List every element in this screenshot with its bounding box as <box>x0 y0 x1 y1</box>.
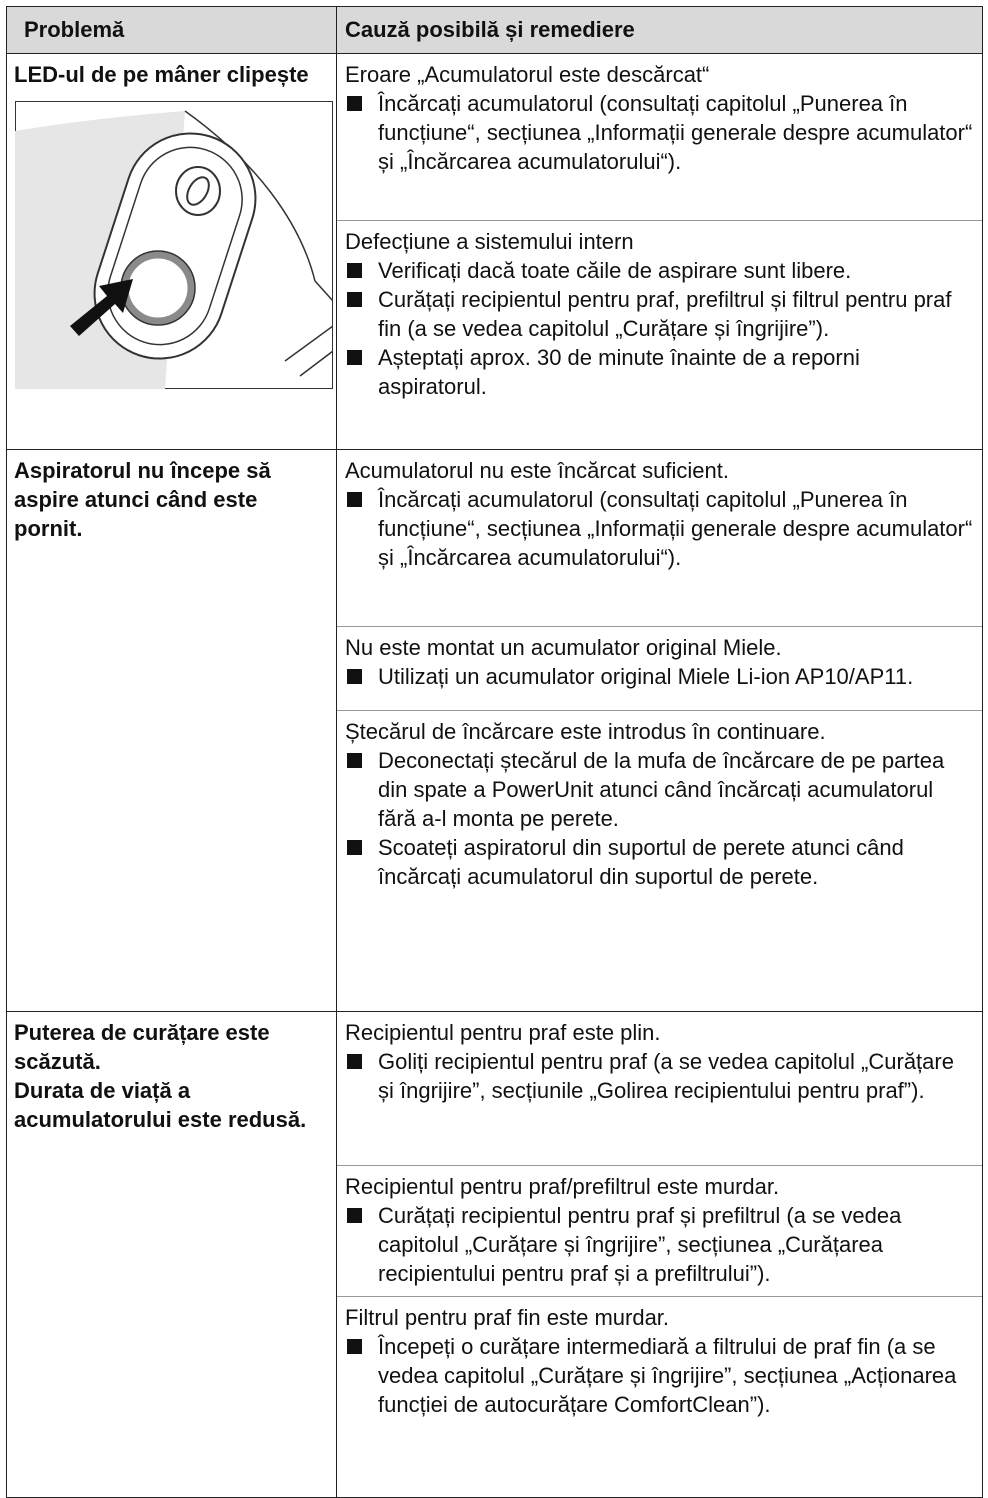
bullet <box>347 263 362 278</box>
lock-slot <box>186 176 210 206</box>
bullet <box>347 753 362 768</box>
bullet <box>347 292 362 307</box>
cause-block: Recipientul pentru praf/prefiltrul este … <box>337 1166 982 1297</box>
lock-button <box>175 166 221 216</box>
cause-title: Recipientul pentru praf este plin. <box>345 1020 661 1045</box>
panel-inner <box>107 146 243 346</box>
handle-detail <box>284 325 333 377</box>
cause-block: Eroare „Acumulatorul este descărcat“ Încă… <box>337 54 982 221</box>
header-row: Problemă Cauză posibilă și remediere <box>7 6 983 54</box>
remedy-text: Începeți o curățare intermediară a filtr… <box>378 1334 957 1417</box>
remedy-step: Scoateți aspiratorul din suportul de per… <box>345 833 974 891</box>
page: Problemă Cauză posibilă și remediere LED… <box>6 6 983 1498</box>
remedy-text: Goliți recipientul pentru praf (a se ved… <box>378 1049 954 1103</box>
cause-block: Acumulatorul nu este încărcat suficient.… <box>337 450 982 627</box>
handle-edge <box>184 110 333 302</box>
remedy-text: Încărcați acumulatorul (consultați capit… <box>378 487 973 570</box>
cause-title: Filtrul pentru praf fin este murdar. <box>345 1305 670 1330</box>
remedy-step: Așteptați aprox. 30 de minute înainte de… <box>345 343 974 401</box>
cause-block: Defecțiune a sistemului intern Verificați… <box>337 221 982 449</box>
cause-block: Nu este montat un acumulator original Mi… <box>337 627 982 711</box>
remedy-step: Deconectați ștecărul de la mufa de încăr… <box>345 746 974 833</box>
table-row: LED-ul de pe mâner clipește Eroare „Acum… <box>7 54 983 450</box>
cause-cell: Recipientul pentru praf este plin. Goliți… <box>337 1012 983 1497</box>
remedy-step: Încărcați acumulatorul (consultați capit… <box>345 89 974 176</box>
led-ring <box>121 251 195 325</box>
bullet <box>347 1339 362 1354</box>
bullet <box>347 492 362 507</box>
cause-title: Ștecărul de încărcare este introdus în c… <box>345 719 826 744</box>
table-row: Aspiratorul nu începe să aspire atunci c… <box>7 450 983 1012</box>
illustration <box>15 101 333 389</box>
problem-text: LED-ul de pe mâner clipește <box>14 62 309 87</box>
remedy-text: Așteptați aprox. 30 de minute înainte de… <box>378 345 860 399</box>
cause-title: Acumulatorul nu este încărcat suficient. <box>345 458 729 483</box>
cause-cell: Eroare „Acumulatorul este descărcat“ Încă… <box>337 54 983 449</box>
bullet <box>347 96 362 111</box>
cause-title: Eroare „Acumulatorul este descărcat“ <box>345 62 710 87</box>
remedy-text: Verificați dacă toate căile de aspirare … <box>378 258 852 283</box>
problem-text: Aspiratorul nu începe să aspire atunci c… <box>14 458 271 541</box>
header-cause: Cauză posibilă și remediere <box>337 7 983 53</box>
troubleshooting-table: Problemă Cauză posibilă și remediere LED… <box>6 6 983 1498</box>
remedy-text: Utilizați un acumulator original Miele L… <box>378 664 914 689</box>
remedy-step: Încărcați acumulatorul (consultați capit… <box>345 485 974 572</box>
cause-block: Ștecărul de încărcare este introdus în c… <box>337 711 982 1011</box>
cause-title: Defecțiune a sistemului intern <box>345 229 634 254</box>
remedy-text: Scoateți aspiratorul din suportul de per… <box>378 835 904 889</box>
remedy-text: Încărcați acumulatorul (consultați capit… <box>378 91 973 174</box>
bullet <box>347 1054 362 1069</box>
bullet <box>347 669 362 684</box>
remedy-step: Utilizați un acumulator original Miele L… <box>345 662 974 691</box>
cause-block: Filtrul pentru praf fin este murdar. Înce… <box>337 1297 982 1497</box>
cause-title: Recipientul pentru praf/prefiltrul este … <box>345 1174 780 1199</box>
remedy-step: Goliți recipientul pentru praf (a se ved… <box>345 1047 974 1105</box>
problem-cell: LED-ul de pe mâner clipește <box>7 54 337 449</box>
remedy-step: Începeți o curățare intermediară a filtr… <box>345 1332 974 1419</box>
arrow <box>70 279 133 336</box>
cause-cell: Acumulatorul nu este încărcat suficient.… <box>337 450 983 1011</box>
bullet <box>347 840 362 855</box>
remedy-step: Verificați dacă toate căile de aspirare … <box>345 256 974 285</box>
remedy-text: Deconectați ștecărul de la mufa de încăr… <box>378 748 945 831</box>
cause-block: Recipientul pentru praf este plin. Goliți… <box>337 1012 982 1166</box>
problem-text: Durata de viață a acumulatorului este re… <box>14 1078 307 1132</box>
table-row: Puterea de curățare este scăzută. Durata … <box>7 1012 983 1498</box>
remedy-step: Curățați recipientul pentru praf și pref… <box>345 1201 974 1288</box>
problem-cell: Puterea de curățare este scăzută. Durata … <box>7 1012 337 1497</box>
bullet <box>347 350 362 365</box>
header-problem: Problemă <box>7 7 337 53</box>
remedy-step: Curățați recipientul pentru praf, prefil… <box>345 285 974 343</box>
remedy-text: Curățați recipientul pentru praf și pref… <box>378 1203 902 1286</box>
bullet <box>347 1208 362 1223</box>
problem-cell: Aspiratorul nu începe să aspire atunci c… <box>7 450 337 1011</box>
problem-text: Puterea de curățare este scăzută. <box>14 1020 270 1074</box>
cause-title: Nu este montat un acumulator original Mi… <box>345 635 782 660</box>
remedy-text: Curățați recipientul pentru praf, prefil… <box>378 287 952 341</box>
